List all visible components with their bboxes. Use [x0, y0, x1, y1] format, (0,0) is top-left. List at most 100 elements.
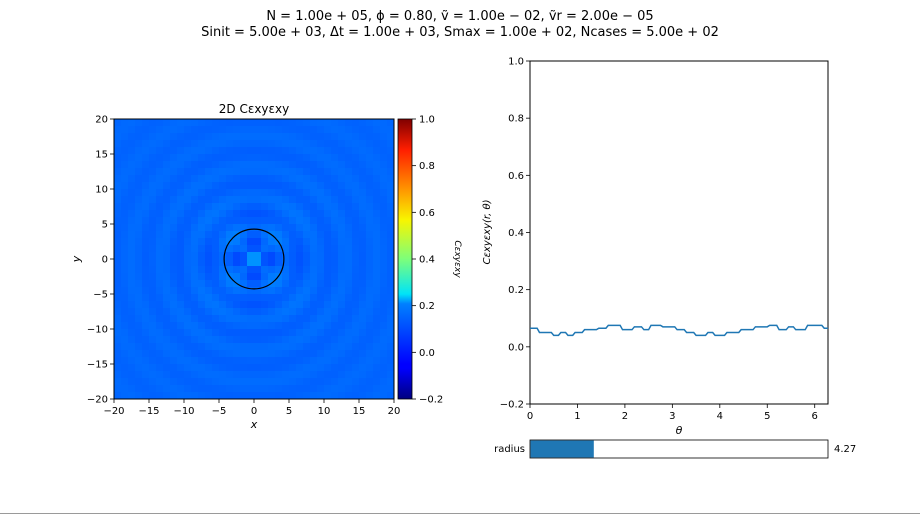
heatmap-cell — [317, 357, 325, 365]
heatmap-cell — [373, 140, 381, 148]
heatmap-cell — [275, 329, 283, 337]
heatmap-cell — [142, 350, 150, 358]
heatmap-cell — [345, 308, 353, 316]
heatmap-cell — [310, 245, 318, 253]
heatmap-cell — [261, 259, 269, 267]
heatmap-cell — [317, 336, 325, 344]
heatmap-cell — [219, 119, 227, 127]
heatmap-cell — [380, 343, 388, 351]
heatmap-cell — [247, 364, 255, 372]
heatmap-cell — [170, 238, 178, 246]
heatmap-cell — [184, 315, 192, 323]
heatmap-cell — [331, 119, 339, 127]
heatmap-cell — [338, 315, 346, 323]
heatmap-cell — [331, 161, 339, 169]
heatmap-cell — [345, 322, 353, 330]
heatmap-cell — [233, 287, 241, 295]
colorbar-tick-label: 1.0 — [419, 115, 435, 126]
heatmap-cell — [121, 364, 129, 372]
heatmap-cell — [331, 336, 339, 344]
radius-slider[interactable]: radius 4.27 — [494, 439, 856, 459]
heatmap-cell — [128, 245, 136, 253]
heatmap-cell — [219, 336, 227, 344]
heatmap-cell — [338, 392, 346, 400]
heatmap-cell — [380, 315, 388, 323]
heatmap-cell — [338, 378, 346, 386]
heatmap-cell — [359, 322, 367, 330]
heatmap-cell — [114, 287, 122, 295]
heatmap-cell — [366, 203, 374, 211]
heatmap-cell — [338, 357, 346, 365]
heatmap-cell — [198, 294, 206, 302]
heatmap-cell — [121, 385, 129, 393]
heatmap-cell — [366, 196, 374, 204]
heatmap-cell — [156, 161, 164, 169]
heatmap-cell — [121, 350, 129, 358]
heatmap-cell — [163, 280, 171, 288]
heatmap-cell — [303, 280, 311, 288]
heatmap-cell — [163, 329, 171, 337]
heatmap-cell — [275, 287, 283, 295]
heatmap-cell — [135, 182, 143, 190]
heatmap-cell — [380, 336, 388, 344]
heatmap-cell — [240, 343, 248, 351]
heatmap-cell — [324, 266, 332, 274]
heatmap-cell — [177, 259, 185, 267]
heatmap-cell — [359, 280, 367, 288]
heatmap-cell — [219, 203, 227, 211]
heatmap-cell — [296, 308, 304, 316]
heatmap-cell — [247, 224, 255, 232]
slider-fill[interactable] — [530, 440, 594, 458]
heatmap-cell — [296, 238, 304, 246]
heatmap-cell — [282, 385, 290, 393]
heatmap-cell — [317, 245, 325, 253]
heatmap-cell — [184, 378, 192, 386]
heatmap-cell — [233, 217, 241, 225]
heatmap-cell — [177, 182, 185, 190]
heatmap-cell — [149, 154, 157, 162]
heatmap-cell — [198, 273, 206, 281]
heatmap-cell — [135, 210, 143, 218]
heatmap-cell — [324, 336, 332, 344]
heatmap-cell — [303, 287, 311, 295]
heatmap-cell — [121, 217, 129, 225]
heatmap-cell — [163, 294, 171, 302]
heatmap-cell — [303, 273, 311, 281]
heatmap-cell — [338, 217, 346, 225]
heatmap-cell — [275, 189, 283, 197]
heatmap-cell — [170, 224, 178, 232]
heatmap-cell — [156, 259, 164, 267]
heatmap-cell — [191, 287, 199, 295]
heatmap-cell — [184, 329, 192, 337]
heatmap-cell — [331, 168, 339, 176]
heatmap-cell — [345, 175, 353, 183]
heatmap-cell — [128, 252, 136, 260]
heatmap-cell — [373, 378, 381, 386]
heatmap-cell — [128, 343, 136, 351]
heatmap-cell — [135, 252, 143, 260]
heatmap-cell — [226, 210, 234, 218]
heatmap-cell — [191, 392, 199, 400]
heatmap-cell — [135, 350, 143, 358]
heatmap-cell — [184, 385, 192, 393]
heatmap-cell — [233, 385, 241, 393]
heatmap-cell — [338, 364, 346, 372]
heatmap-cell — [345, 217, 353, 225]
heatmap-cell — [135, 364, 143, 372]
slider-track[interactable] — [529, 439, 829, 459]
heatmap-y-tick-label: 15 — [95, 150, 108, 161]
heatmap-cell — [233, 371, 241, 379]
heatmap-cell — [275, 154, 283, 162]
heatmap-cell — [373, 231, 381, 239]
heatmap-cell — [359, 259, 367, 267]
heatmap-cell — [114, 371, 122, 379]
heatmap-cell — [296, 385, 304, 393]
heatmap-cell — [247, 252, 255, 260]
heatmap-cell — [289, 147, 297, 155]
heatmap-cell — [142, 238, 150, 246]
heatmap-cell — [177, 126, 185, 134]
heatmap-cell — [212, 140, 220, 148]
heatmap-cell — [212, 189, 220, 197]
heatmap-cell — [261, 119, 269, 127]
heatmap-cell — [142, 140, 150, 148]
